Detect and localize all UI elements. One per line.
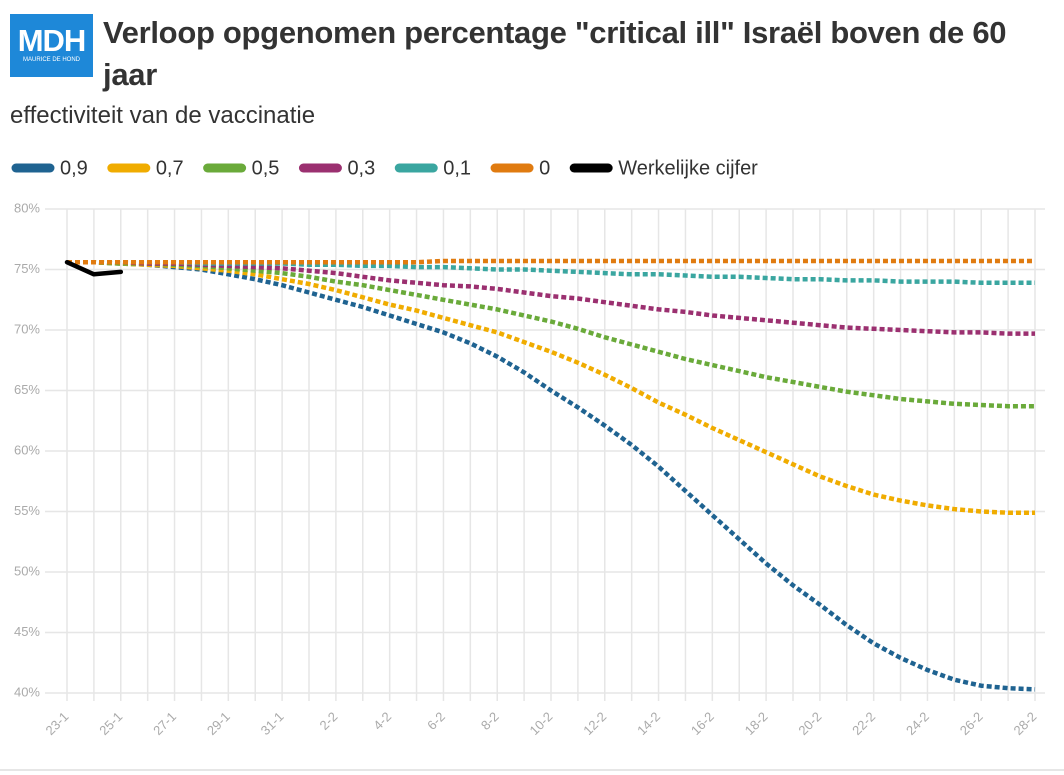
x-tick-label: 31-1: [258, 709, 287, 738]
x-tick-label: 25-1: [96, 709, 125, 738]
series-line: [64, 259, 124, 277]
x-tick-label: 22-2: [849, 709, 878, 738]
x-tick-label: 8-2: [478, 709, 502, 733]
x-tick-label: 27-1: [150, 709, 179, 738]
x-tick-label: 24-2: [903, 709, 932, 738]
chart-subtitle: effectiviteit van de vaccinatie: [10, 102, 316, 129]
y-tick-label: 75%: [14, 261, 40, 276]
x-tick-label: 28-2: [1011, 709, 1040, 738]
x-tick-label: 14-2: [634, 709, 663, 738]
legend-label: 0: [539, 157, 550, 179]
x-tick-label: 10-2: [527, 709, 556, 738]
series-line: [67, 259, 1035, 515]
x-tick-label: 4-2: [370, 709, 394, 733]
legend-label: 0,5: [252, 157, 280, 179]
series-line: [67, 259, 1036, 692]
series-line: [67, 259, 1035, 336]
plot-area: [45, 209, 1045, 701]
logo-text: MDH: [17, 23, 87, 58]
legend-label: 0,7: [156, 157, 184, 179]
logo-subtext: MAURICE DE HOND: [22, 57, 80, 63]
series-line: [67, 259, 1035, 409]
legend-label: 0,9: [60, 157, 88, 179]
y-tick-label: 55%: [14, 503, 40, 518]
legend-label: 0,1: [443, 157, 471, 179]
y-tick-label: 70%: [14, 321, 40, 336]
x-tick-label: 12-2: [580, 709, 609, 738]
y-tick-label: 60%: [14, 442, 40, 457]
legend-label: Werkelijke cijfer: [618, 157, 758, 179]
y-tick-label: 80%: [14, 200, 40, 215]
x-tick-label: 18-2: [742, 709, 771, 738]
y-tick-label: 50%: [14, 563, 40, 578]
x-tick-label: 29-1: [204, 709, 233, 738]
y-tick-label: 40%: [14, 684, 40, 699]
x-tick-label: 6-2: [424, 709, 448, 733]
x-tick-label: 2-2: [317, 709, 341, 733]
x-tick-label: 23-1: [43, 709, 72, 738]
logo: MDH MAURICE DE HOND: [10, 14, 93, 77]
x-tick-label: 26-2: [957, 709, 986, 738]
y-tick-label: 45%: [14, 624, 40, 639]
y-tick-label: 65%: [14, 382, 40, 397]
x-tick-label: 20-2: [795, 709, 824, 738]
legend-label: 0,3: [347, 157, 375, 179]
series-line: [67, 258, 1035, 265]
chart-title: Verloop opgenomen percentage "critical i…: [103, 15, 1007, 92]
x-tick-label: 16-2: [688, 709, 717, 738]
